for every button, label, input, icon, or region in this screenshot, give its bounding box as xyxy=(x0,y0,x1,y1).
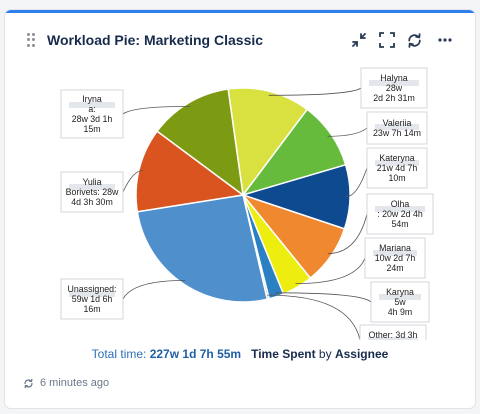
callout-text: Yulia xyxy=(82,177,101,187)
widget-header: Workload Pie: Marketing Classic xyxy=(5,28,475,54)
callout-box xyxy=(366,193,434,235)
updated-text: 6 minutes ago xyxy=(40,377,110,389)
callout-text: 24m xyxy=(386,263,403,273)
collapse-icon[interactable] xyxy=(350,31,368,49)
callout-text: 16m xyxy=(83,304,100,314)
by-word: by xyxy=(318,347,332,361)
callout-text: 15m xyxy=(83,124,100,134)
total-value: 227w 1d 7h 55m xyxy=(149,347,242,361)
leader-line xyxy=(327,213,368,254)
leader-line xyxy=(268,87,362,96)
callout-text: Karyna xyxy=(386,287,414,297)
metric-name: Time Spent xyxy=(251,347,316,361)
leader-line xyxy=(275,292,372,303)
pie-slice-halyna[interactable] xyxy=(227,87,309,197)
redacted-text xyxy=(375,206,425,212)
more-icon[interactable] xyxy=(436,31,454,49)
pie-slice-yulia-borivets[interactable] xyxy=(135,130,245,213)
drag-handle-icon[interactable] xyxy=(27,33,37,47)
callout-box xyxy=(359,324,427,340)
callout-text: Halyna xyxy=(380,73,407,83)
total-label: Total time: xyxy=(91,347,147,361)
callout-text: 10w 2d 7h xyxy=(375,253,416,263)
fullscreen-icon[interactable] xyxy=(378,31,396,49)
leader-line xyxy=(267,294,361,340)
leader-line xyxy=(122,280,186,300)
callout-text: 28w 3d 1h xyxy=(72,114,113,124)
widget-accent-bar xyxy=(5,10,475,13)
updated-refresh-icon xyxy=(24,378,33,388)
callout-text: Other: 3d 3h xyxy=(369,330,418,340)
callout-text: 21w 4d 7h xyxy=(377,163,418,173)
leader-line xyxy=(345,167,368,198)
last-updated: 6 minutes ago xyxy=(23,377,109,389)
callout-text: 10m xyxy=(388,173,405,183)
widget-title: Workload Pie: Marketing Classic xyxy=(47,32,264,48)
redacted-text xyxy=(69,102,115,108)
callout-text: 23w 7h 14m xyxy=(373,128,421,138)
workload-pie-widget: Workload Pie: Marketing Classic Halyna 28… xyxy=(5,10,475,408)
refresh-icon[interactable] xyxy=(405,31,423,49)
callout-text: : 20w 2d 4h xyxy=(377,209,423,219)
callout-text: Iryna xyxy=(82,94,102,104)
callout-text: a: xyxy=(88,104,95,114)
callout-text: 54m xyxy=(391,219,408,229)
redacted-text xyxy=(368,337,418,340)
leader-line xyxy=(327,127,368,137)
callout-text: Mariana xyxy=(379,243,411,253)
redacted-text xyxy=(375,124,419,130)
callout-text: 4h 9m xyxy=(388,307,412,317)
callout-text: 59w 1d 6h xyxy=(72,294,113,304)
chart-summary: Total time: 227w 1d 7h 55m Time Spent by… xyxy=(5,347,475,361)
redacted-text xyxy=(375,160,419,166)
callout-box xyxy=(364,237,426,279)
callout-text: Olha xyxy=(391,199,410,209)
callout-box xyxy=(60,171,124,213)
redacted-text xyxy=(69,184,115,190)
redacted-text xyxy=(373,250,417,256)
group-name: Assignee xyxy=(334,347,389,361)
callout-box xyxy=(360,67,428,109)
callout-box xyxy=(60,278,124,320)
callout-box xyxy=(60,89,124,139)
callout-text: 4d 3h 30m xyxy=(71,197,113,207)
callout-box xyxy=(366,147,428,189)
callout-other: Other: 3d 3h32m xyxy=(359,324,427,340)
callout-box xyxy=(370,281,430,323)
callout-text: Borivets: 28w xyxy=(66,187,119,197)
leader-line xyxy=(295,257,366,284)
pie-slice-iryna[interactable] xyxy=(156,88,244,197)
callout-text: 5w xyxy=(394,297,406,307)
pie-slice-unassigned[interactable] xyxy=(136,194,269,303)
callout-text: 28w xyxy=(386,83,403,93)
redacted-text xyxy=(379,294,421,300)
redacted-text xyxy=(369,80,419,86)
callout-text: 2d 2h 31m xyxy=(373,93,415,103)
callout-text: Valeriia xyxy=(383,118,412,128)
redacted-text xyxy=(69,291,115,297)
callout-text: Kateryna xyxy=(379,153,414,163)
leader-line xyxy=(122,106,191,115)
leader-line xyxy=(122,170,144,193)
callout-text: Unassigned: xyxy=(68,284,117,294)
